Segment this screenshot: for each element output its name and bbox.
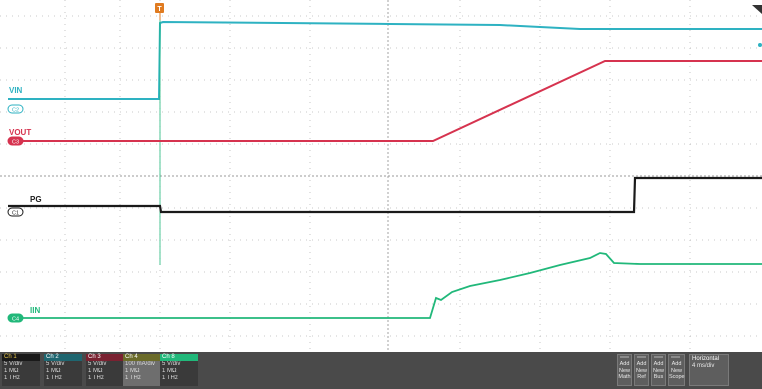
pg-waveform bbox=[8, 176, 762, 214]
channel-4-scale: 100 mA/div bbox=[125, 361, 156, 367]
vin-offscreen-marker-icon bbox=[758, 43, 762, 47]
add-bus-line3: Bus bbox=[653, 374, 664, 380]
channel-2-badge[interactable]: Ch 2 5 V/div 1 MΩ 1 THz bbox=[44, 354, 82, 386]
add-bus-line2: New bbox=[652, 367, 664, 374]
channel-3-impedance: 1 MΩ bbox=[88, 368, 103, 374]
channel-3-title: Ch 3 bbox=[86, 354, 124, 361]
channel-1-title: Ch 1 bbox=[2, 354, 40, 361]
add-math-line3: Math bbox=[618, 374, 631, 380]
channel-2-title: Ch 2 bbox=[44, 354, 82, 361]
c2-marker-label: C2 bbox=[12, 108, 19, 114]
add-scope-line1: Add bbox=[671, 361, 682, 367]
grid bbox=[0, 0, 762, 352]
channel-8-badge[interactable]: Ch 8 5 V/div 1 MΩ 1 THz bbox=[160, 354, 198, 386]
waveform-display[interactable]: T VIN VOUT PG IIN C2 C3 C1 bbox=[0, 0, 762, 352]
trigger-marker[interactable]: T bbox=[155, 3, 164, 13]
add-ref-line2: New bbox=[635, 367, 647, 374]
iin-label: IIN bbox=[30, 306, 40, 315]
waveform-svg: T VIN VOUT PG IIN C2 C3 C1 bbox=[0, 0, 762, 352]
add-new-scope-button[interactable]: Add New Scope bbox=[668, 354, 685, 386]
channel-4-title: Ch 4 bbox=[123, 354, 161, 361]
c4-offset-marker[interactable]: C4 bbox=[7, 313, 24, 323]
channel-3-scale: 5 V/div bbox=[88, 361, 107, 367]
add-bus-line1: Add bbox=[653, 361, 664, 367]
horizontal-settings-badge[interactable]: Horizontal 4 ms/div bbox=[689, 354, 729, 386]
channel-2-impedance: 1 MΩ bbox=[46, 368, 61, 374]
math-bar-icon bbox=[620, 356, 629, 358]
acquisition-marker-icon bbox=[752, 5, 762, 14]
channel-4-impedance: 1 MΩ bbox=[125, 368, 140, 374]
c4-marker-label: C4 bbox=[12, 317, 19, 323]
channel-3-bandwidth: 1 THz bbox=[88, 375, 104, 381]
channel-4-bandwidth: 1 THz bbox=[125, 375, 141, 381]
c1-marker-label: C1 bbox=[12, 211, 19, 217]
channel-8-scale: 5 V/div bbox=[162, 361, 181, 367]
channel-8-impedance: 1 MΩ bbox=[162, 368, 177, 374]
trigger-label: T bbox=[157, 6, 162, 13]
c2-offset-marker[interactable]: C2 bbox=[7, 104, 24, 114]
channel-8-title: Ch 8 bbox=[160, 354, 198, 361]
add-ref-line3: Ref bbox=[637, 374, 646, 380]
vout-label: VOUT bbox=[9, 128, 31, 137]
channel-2-scale: 5 V/div bbox=[46, 361, 65, 367]
pg-label: PG bbox=[30, 195, 42, 204]
bus-bar-icon bbox=[654, 356, 663, 358]
iin-waveform bbox=[8, 252, 762, 319]
channel-1-scale: 5 V/div bbox=[4, 361, 23, 367]
add-new-math-button[interactable]: Add New Math bbox=[617, 354, 632, 386]
c3-marker-label: C3 bbox=[12, 140, 19, 146]
horizontal-title: Horizontal bbox=[692, 356, 720, 362]
horizontal-scale: 4 ms/div bbox=[692, 363, 715, 369]
channel-1-bandwidth: 1 THz bbox=[4, 375, 20, 381]
add-math-line2: New bbox=[618, 367, 630, 374]
vout-waveform bbox=[8, 60, 762, 142]
channel-1-badge[interactable]: Ch 1 5 V/div 1 MΩ 1 THz bbox=[2, 354, 40, 386]
vin-waveform bbox=[8, 20, 762, 100]
channel-4-badge[interactable]: Ch 4 100 mA/div 1 MΩ 1 THz bbox=[123, 354, 161, 386]
add-new-bus-button[interactable]: Add New Bus bbox=[651, 354, 666, 386]
c1-offset-marker[interactable]: C1 bbox=[7, 207, 24, 217]
add-scope-line3: Scope bbox=[669, 374, 685, 380]
channel-1-impedance: 1 MΩ bbox=[4, 368, 19, 374]
add-scope-line2: New bbox=[670, 367, 682, 374]
add-math-line1: Add bbox=[619, 361, 630, 367]
vin-label: VIN bbox=[9, 86, 23, 95]
add-ref-line1: Add bbox=[636, 361, 647, 367]
add-new-ref-button[interactable]: Add New Ref bbox=[634, 354, 649, 386]
settings-bar: Ch 1 5 V/div 1 MΩ 1 THz Ch 2 5 V/div 1 M… bbox=[0, 352, 762, 389]
channel-3-badge[interactable]: Ch 3 5 V/div 1 MΩ 1 THz bbox=[86, 354, 124, 386]
channel-8-bandwidth: 1 THz bbox=[162, 375, 178, 381]
scope-bar-icon bbox=[671, 356, 680, 358]
channel-2-bandwidth: 1 THz bbox=[46, 375, 62, 381]
ref-bar-icon bbox=[637, 356, 646, 358]
center-crosshair bbox=[0, 0, 762, 352]
c3-offset-marker[interactable]: C3 bbox=[7, 136, 24, 146]
